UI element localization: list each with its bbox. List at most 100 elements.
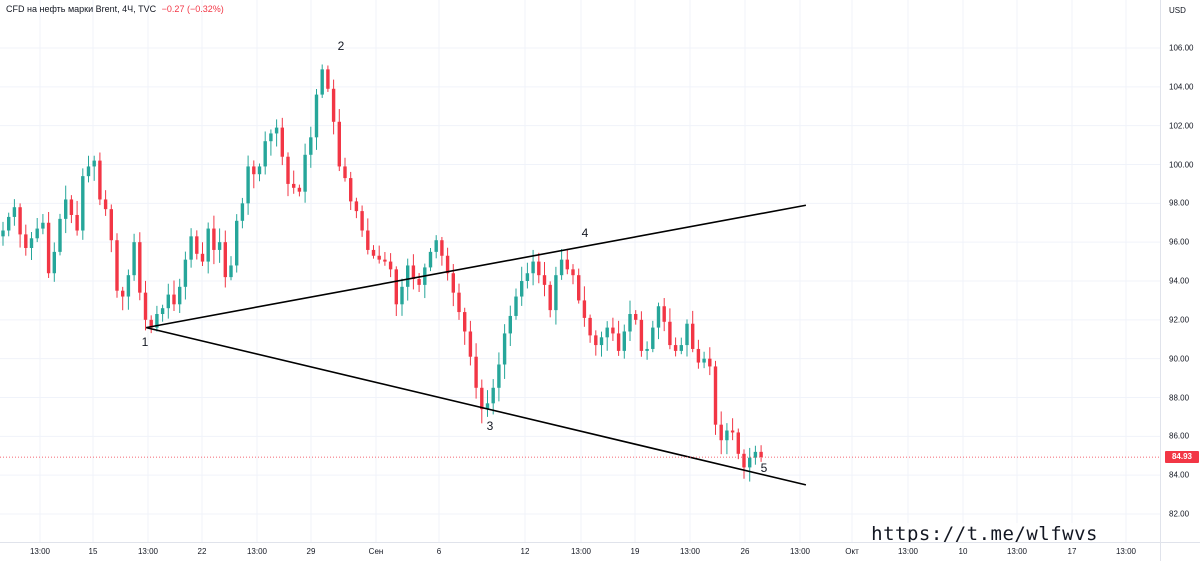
axis-corner xyxy=(1160,542,1200,561)
candle-body xyxy=(468,331,473,357)
symbol-legend[interactable]: CFD на нефть марки Brent, 4Ч, TVC −0.27 … xyxy=(6,4,224,14)
candle-body xyxy=(229,265,233,278)
candle-body xyxy=(35,228,39,239)
x-tick-label: 13:00 xyxy=(29,547,51,556)
candle-body xyxy=(349,178,353,202)
y-tick-label: 96.00 xyxy=(1169,237,1190,247)
candle-body xyxy=(269,133,273,142)
chart-canvas[interactable]: 1 2 3 4 5 xyxy=(0,0,1160,542)
y-tick-label: 104.00 xyxy=(1169,82,1194,92)
symbol-title[interactable]: CFD на нефть марки Brent, 4Ч, TVC xyxy=(6,4,157,14)
candle-body xyxy=(679,345,683,351)
candle-body xyxy=(297,187,302,192)
candle-body xyxy=(451,273,455,293)
candle-body xyxy=(525,273,530,281)
candle-body xyxy=(41,222,45,229)
candle-body xyxy=(713,366,718,425)
y-tick-label: 84.00 xyxy=(1169,470,1190,480)
candle-body xyxy=(69,199,74,215)
candle-body xyxy=(639,319,644,351)
candle-body xyxy=(360,211,364,231)
candle-body xyxy=(195,236,199,254)
candle-body xyxy=(594,335,598,346)
chart-area[interactable]: 1 2 3 4 5 CFD на нефть марки Brent, 4Ч, TVC … xyxy=(0,0,1160,545)
candle-body xyxy=(354,201,359,212)
candle-body xyxy=(331,88,336,122)
candle-body xyxy=(320,69,324,95)
candle-body xyxy=(103,199,108,210)
candle-body xyxy=(736,432,740,454)
candle-body xyxy=(64,199,68,219)
candle-body xyxy=(554,275,558,311)
candle-body xyxy=(383,259,387,262)
y-tick-label: 86.00 xyxy=(1169,431,1190,441)
x-tick-label: Сен xyxy=(368,547,384,556)
candle-body xyxy=(160,308,165,315)
candle-body xyxy=(417,279,421,285)
wave-point-label: 3 xyxy=(487,419,494,433)
x-tick-label: 13:00 xyxy=(679,547,701,556)
candle-body xyxy=(753,451,758,458)
y-tick-label: 102.00 xyxy=(1169,121,1194,131)
candle-body xyxy=(126,275,131,297)
candle-body xyxy=(445,255,450,274)
candle-body xyxy=(223,242,227,278)
candle-body xyxy=(189,236,193,260)
candle-body xyxy=(121,290,125,297)
currency-label[interactable]: USD xyxy=(1169,6,1186,15)
candle-body xyxy=(565,259,569,270)
candle-body xyxy=(263,141,267,167)
time-axis[interactable]: 13:00 15 13:00 22 13:00 29 Сен 6 12 13:00 19 13:00 2… xyxy=(0,542,1160,561)
candle-body xyxy=(542,275,547,285)
candle-body xyxy=(92,160,96,167)
candle-body xyxy=(520,281,524,297)
watermark-link: https://t.me/wlfwvs xyxy=(871,523,1098,545)
candle-body xyxy=(206,228,210,262)
y-tick-label: 94.00 xyxy=(1169,276,1190,286)
candle-body xyxy=(115,240,119,291)
price-axis[interactable]: USD 106.00 104.00 102.00 100.00 98.00 96.00 94… xyxy=(1160,0,1200,542)
candle-body xyxy=(286,156,290,184)
candle-body xyxy=(508,315,512,334)
candle-body xyxy=(463,312,467,332)
candle-body xyxy=(75,214,79,231)
candle-body xyxy=(388,261,393,270)
wave-point-label: 4 xyxy=(582,226,589,240)
trendline[interactable] xyxy=(146,204,807,329)
candle-body xyxy=(702,358,706,363)
candle-body xyxy=(394,269,398,305)
candle-body xyxy=(440,240,444,256)
candle-body xyxy=(588,317,592,336)
candle-body xyxy=(537,261,541,276)
candle-body xyxy=(81,176,85,231)
candle-body xyxy=(696,348,701,363)
candle-body xyxy=(577,275,581,301)
candle-body xyxy=(605,327,609,338)
x-tick-label: 17 xyxy=(1067,547,1077,556)
y-tick-label: 82.00 xyxy=(1169,509,1190,519)
candle-body xyxy=(719,424,723,441)
candle-body xyxy=(377,255,381,260)
candle-body xyxy=(673,345,678,351)
trendline[interactable] xyxy=(146,326,807,486)
candle-body xyxy=(514,296,518,316)
x-tick-label: 10 xyxy=(958,547,968,556)
candle-body xyxy=(155,314,159,328)
candle-body xyxy=(326,69,330,89)
y-tick-label: 88.00 xyxy=(1169,393,1190,402)
candle-body xyxy=(668,321,672,346)
candle-body xyxy=(400,286,404,305)
x-tick-label: 22 xyxy=(197,547,207,556)
candle-body xyxy=(371,249,376,256)
candle-body xyxy=(571,269,575,276)
candle-body xyxy=(645,348,649,351)
candle-body xyxy=(366,230,370,250)
candle-body xyxy=(480,387,484,410)
x-tick-label: 29 xyxy=(306,547,316,556)
candle-body xyxy=(559,259,564,276)
candle-body xyxy=(708,358,712,367)
candle-body xyxy=(257,166,262,175)
candle-body xyxy=(303,154,307,192)
candle-body xyxy=(411,265,416,280)
y-tick-label: 92.00 xyxy=(1169,315,1190,325)
